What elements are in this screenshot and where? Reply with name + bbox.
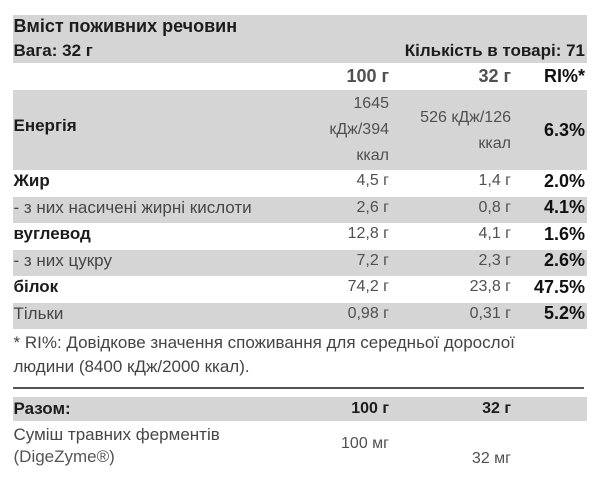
- value-per-100g: 12,8 г: [347, 225, 389, 243]
- table-row-carbohydrate: вуглевод 12,8 г 4,1 г 1.6%: [13, 223, 587, 250]
- value-per-100g: 2,6 г: [356, 198, 389, 216]
- table-row-salt: Тільки 0,98 г 0,31 г 5.2%: [13, 302, 587, 329]
- value-per-100g: 1645 кДж/394 ккал: [329, 94, 389, 164]
- row-label: вуглевод: [13, 224, 91, 244]
- ri-footnote: * RI%: Довідкове значення споживання для…: [13, 332, 515, 376]
- value-per-100g: 100 мг: [341, 435, 389, 452]
- supplement-name: Суміш травних ферментів: [13, 424, 220, 444]
- table-row-protein: білок 74,2 г 23,8 г 47.5%: [13, 276, 587, 303]
- value-per-100g: 74,2 г: [347, 278, 389, 296]
- col-header-32g: 32 г: [478, 65, 511, 86]
- value-ri: 47.5%: [533, 276, 585, 297]
- value-per-32g: 23,8 г: [469, 278, 511, 296]
- value-per-32g: 4,1 г: [478, 225, 511, 243]
- table-row-energy: Енергія 1645 кДж/394 ккал 526 кДж/126 кк…: [13, 90, 587, 170]
- table-row-supplement: Суміш травних ферментів (DigeZyme®) 100 …: [13, 421, 587, 471]
- table-row-sugars: - з них цукру 7,2 г 2,3 г 2.6%: [13, 249, 587, 276]
- value-ri: 1.6%: [543, 223, 585, 244]
- table-row-saturated-fat: - з них насичені жирні кислоти 2,6 г 0,8…: [13, 196, 587, 223]
- nutrition-table: Вміст поживних речовин Вага: 32 г Кількі…: [13, 15, 587, 471]
- weight-value: Вага: 32 г: [13, 40, 93, 60]
- totals-per-100g: 100 г: [351, 399, 389, 417]
- value-ri: 4.1%: [543, 197, 585, 218]
- row-label: Суміш травних ферментів (DigeZyme®): [13, 424, 269, 468]
- table-header: Вміст поживних речовин Вага: 32 г Кількі…: [13, 15, 587, 63]
- table-row-fat: Жир 4,5 г 1,4 г 2.0%: [13, 170, 587, 197]
- value-per-32g: 526 кДж/126 ккал: [420, 108, 511, 152]
- table-title: Вміст поживних речовин: [13, 16, 238, 36]
- totals-per-32g: 32 г: [482, 399, 511, 417]
- row-label: Жир: [13, 171, 50, 191]
- col-header-ri: RI%*: [543, 65, 585, 86]
- column-header-row: 100 г 32 г RI%*: [13, 63, 587, 91]
- value-per-32g: 1,4 г: [478, 172, 511, 190]
- row-label: Тільки: [13, 303, 64, 323]
- supplement-brand: (DigeZyme®): [13, 446, 115, 466]
- value-ri: 5.2%: [543, 303, 585, 324]
- value-per-100g: 0,98 г: [347, 304, 389, 322]
- value-per-100g: 4,5 г: [356, 172, 389, 190]
- row-label: білок: [13, 277, 59, 297]
- value-per-32g: 0,31 г: [469, 304, 511, 322]
- quantity-in-product: Кількість в товарі: 71: [404, 40, 585, 60]
- value-per-100g: 7,2 г: [356, 251, 389, 269]
- value-ri: 2.6%: [543, 250, 585, 271]
- value-per-32g: 2,3 г: [478, 251, 511, 269]
- row-label: Енергія: [13, 115, 77, 135]
- separator-line: [13, 387, 584, 389]
- value-per-32g: 0,8 г: [478, 198, 511, 216]
- row-label: - з них насичені жирні кислоти: [13, 197, 252, 217]
- totals-label: Разом:: [13, 398, 71, 418]
- value-ri: 2.0%: [543, 170, 585, 191]
- row-label: - з них цукру: [13, 250, 112, 270]
- col-header-100g: 100 г: [346, 65, 389, 86]
- value-per-32g: 32 мг: [471, 450, 511, 468]
- table-row-totals: Разом: 100 г 32 г: [13, 396, 587, 421]
- value-ri: 6.3%: [543, 119, 585, 140]
